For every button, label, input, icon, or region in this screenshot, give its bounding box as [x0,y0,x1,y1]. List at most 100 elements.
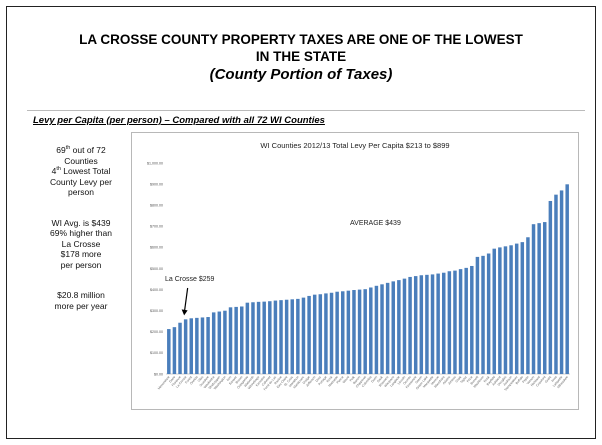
x-tick-label: Kenosha [255,375,266,387]
sidebar-notes: 69th out of 72 Counties 4th Lowest Total… [31,145,131,311]
bar [436,273,440,374]
lowest-suffix: th [56,166,61,173]
title-line-2: IN THE STATE [255,49,347,64]
x-tick-label: Barron [352,375,361,385]
y-tick-label: $300.00 [150,309,163,313]
x-tick-label: Iron [226,375,233,382]
average-note: WI Avg. is $439 69% higher than La Cross… [31,218,131,271]
bar [301,297,306,374]
x-tick-label: Sawyer [228,374,238,385]
bar [442,272,446,374]
x-tick-label: Juneau [447,375,457,386]
bar [481,255,485,374]
lowest-number: 4 [51,166,57,176]
bar [284,299,289,374]
x-tick-label: Crawford [535,375,547,388]
x-tick-label: Forest [184,375,193,385]
bar [492,248,496,374]
rank-number: 69 [56,145,66,155]
avg-line-4: $178 more [60,249,102,259]
bar [537,223,541,374]
bar [217,311,222,374]
bar [167,329,171,374]
slide-title: LA CROSSE COUNTY PROPERTY TAXES ARE ONE … [7,31,595,84]
bar [554,194,558,374]
bar [324,293,328,374]
x-tick-label: Dane [168,375,176,384]
x-tick-label: Florence [171,375,182,387]
bar [509,245,513,374]
bar [503,246,508,374]
x-tick-label: Oneida [189,375,199,386]
bar [206,317,210,374]
bar [346,290,351,374]
lowest-text: Lowest Total [60,166,111,176]
bar [470,265,474,374]
x-tick-label: Bayfield [486,375,496,386]
x-tick-label: Columbia [361,375,373,388]
bar [312,294,317,374]
rank-note: 69th out of 72 Counties 4th Lowest Total… [31,145,131,198]
bar [363,289,367,374]
bar [335,291,339,374]
avg-line-1: WI Avg. is $439 [51,217,111,228]
bar [307,295,311,374]
bar [245,302,250,374]
section-subheading: Levy per Capita (per person) – Compared … [33,115,325,126]
bar [329,292,334,374]
bar [408,276,412,374]
x-tick-label: Burnett [470,375,480,386]
x-tick-label: Marathon [288,375,300,388]
avg-line-3: La Crosse [61,238,101,249]
bar [464,267,468,374]
x-tick-label: Clark [454,375,462,384]
x-tick-label: Pierce [336,375,345,385]
bar [189,318,193,374]
y-tick-label: $900.00 [150,182,163,186]
x-tick-label: Walworth [243,375,255,388]
x-tick-label: Douglas [497,375,508,387]
x-tick-label: Shawano [378,375,390,388]
y-tick-label: $400.00 [150,288,163,292]
bar [397,280,401,374]
x-tick-label: Monroe [430,375,440,386]
x-tick-label: Iowa [550,375,558,383]
bar [352,290,356,374]
y-tick-label: $700.00 [150,225,163,229]
bar-series [167,184,569,375]
bar [458,269,463,374]
x-tick-label: Lafayette [552,375,564,388]
avg-line-2: 69% higher than [50,228,112,238]
bar [419,275,424,374]
y-tick-label: $800.00 [150,204,163,208]
bar [273,300,278,374]
bar [228,307,233,374]
bar [279,300,283,374]
x-tick-label: Door [315,374,323,383]
y-axis: $0.00 $100.00 $200.00 $300.00 $400.00 $500.00… [147,161,570,376]
x-tick-label: Portage [317,375,327,386]
x-tick-label: Richland [530,375,541,387]
bar [172,327,177,374]
la-crosse-arrowhead [181,309,188,316]
bar [520,242,525,375]
average-annotation: AVERAGE $439 [350,220,401,227]
avg-line-5: per person [60,259,102,270]
chart-title: WI Counties 2012/13 Total Levy Per Capit… [260,141,449,150]
lowest-text-2: County Levy per [50,176,112,187]
x-tick-label: Rusk [483,375,491,383]
x-tick-label: Buffalo [515,375,525,385]
bar [453,270,457,374]
bar [178,322,182,374]
bar [514,243,519,374]
bar [341,291,345,374]
bar [543,222,547,374]
bar [531,224,536,374]
bar [430,274,435,374]
more-note: $20.8 million more per year [31,290,131,311]
x-tick-label: Waupaca [383,375,395,388]
bar [357,289,362,374]
y-tick-label: $0.00 [154,372,163,376]
x-tick-label: Taylor [459,374,468,384]
